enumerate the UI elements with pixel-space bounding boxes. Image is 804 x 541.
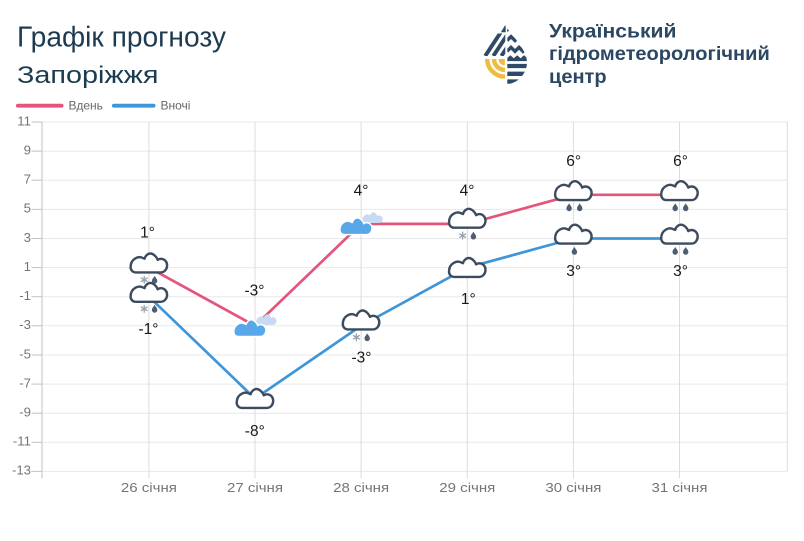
svg-text:Запоріжжя: Запоріжжя [17,62,159,89]
svg-text:30 січня: 30 січня [545,480,601,495]
svg-text:-8°: -8° [245,423,265,440]
svg-text:Графік прогнозу: Графік прогнозу [17,22,227,54]
svg-text:6°: 6° [673,153,688,170]
svg-text:27 січня: 27 січня [227,480,283,495]
svg-text:3°: 3° [566,263,581,280]
svg-text:1: 1 [24,259,31,274]
svg-text:28 січня: 28 січня [333,480,389,495]
svg-text:-3°: -3° [352,350,372,367]
svg-text:-7: -7 [19,375,31,390]
svg-text:Український: Український [549,20,677,42]
svg-text:Вночі: Вночі [161,98,191,112]
svg-text:1°: 1° [140,225,155,242]
svg-text:Вдень: Вдень [69,98,103,112]
svg-text:-1: -1 [19,288,31,303]
svg-text:-5: -5 [19,346,31,361]
svg-text:-3: -3 [19,317,31,332]
svg-text:6°: 6° [566,153,581,170]
svg-text:-11: -11 [13,434,31,449]
svg-text:1°: 1° [461,291,476,308]
svg-text:7: 7 [24,172,31,187]
svg-text:3: 3 [24,230,31,245]
svg-text:центр: центр [549,66,607,88]
svg-text:11: 11 [17,113,31,128]
svg-text:4°: 4° [460,183,475,200]
svg-text:-13: -13 [12,463,31,478]
svg-text:26 січня: 26 січня [121,480,177,495]
svg-text:-9: -9 [19,405,31,420]
svg-text:9: 9 [24,142,31,157]
svg-text:4°: 4° [354,183,369,200]
svg-text:5: 5 [24,201,31,216]
svg-text:гідрометеорологічний: гідрометеорологічний [549,43,770,65]
svg-text:-3°: -3° [245,283,265,300]
svg-text:29 січня: 29 січня [439,480,495,495]
svg-text:31 січня: 31 січня [652,480,708,495]
svg-text:-1°: -1° [139,321,159,338]
svg-text:3°: 3° [673,263,688,280]
